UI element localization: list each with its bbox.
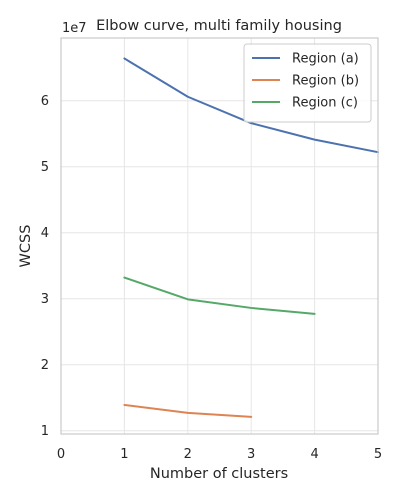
x-tick-label: 1: [120, 447, 128, 462]
x-tick-label: 4: [310, 447, 318, 462]
series-line-1: [123, 57, 379, 154]
x-tick-label: 2: [184, 447, 192, 462]
y-tick-label: 5: [41, 160, 49, 175]
x-axis-ticks: 0 1 2 3 4 5: [57, 447, 382, 462]
y-tick-label: 6: [41, 94, 49, 109]
y-tick-label: 2: [41, 358, 49, 373]
series-layer: [123, 57, 379, 418]
y-tick-label: 1: [41, 424, 49, 439]
series-line-3: [123, 276, 316, 315]
legend-entry-label: Region (b): [292, 74, 359, 89]
x-tick-label: 5: [374, 447, 382, 462]
legend: Region (a) Region (b) Region (c): [243, 43, 372, 123]
y-offset-text: 1e7: [62, 21, 87, 36]
plot-frame: [60, 37, 379, 435]
y-axis-label: WCSS: [18, 225, 34, 268]
chart-title: Elbow curve, multi family housing: [96, 18, 342, 34]
legend-entry-label: Region (a): [292, 52, 359, 67]
y-tick-label: 4: [41, 226, 49, 241]
x-axis-label: Number of clusters: [150, 466, 288, 482]
legend-entry-label: Region (c): [292, 96, 358, 111]
y-tick-label: 3: [41, 292, 49, 307]
y-axis-ticks: 1 2 3 4 5 6: [41, 94, 49, 439]
x-tick-label: 3: [247, 447, 255, 462]
series-line-2: [123, 403, 253, 418]
x-tick-label: 0: [57, 447, 65, 462]
